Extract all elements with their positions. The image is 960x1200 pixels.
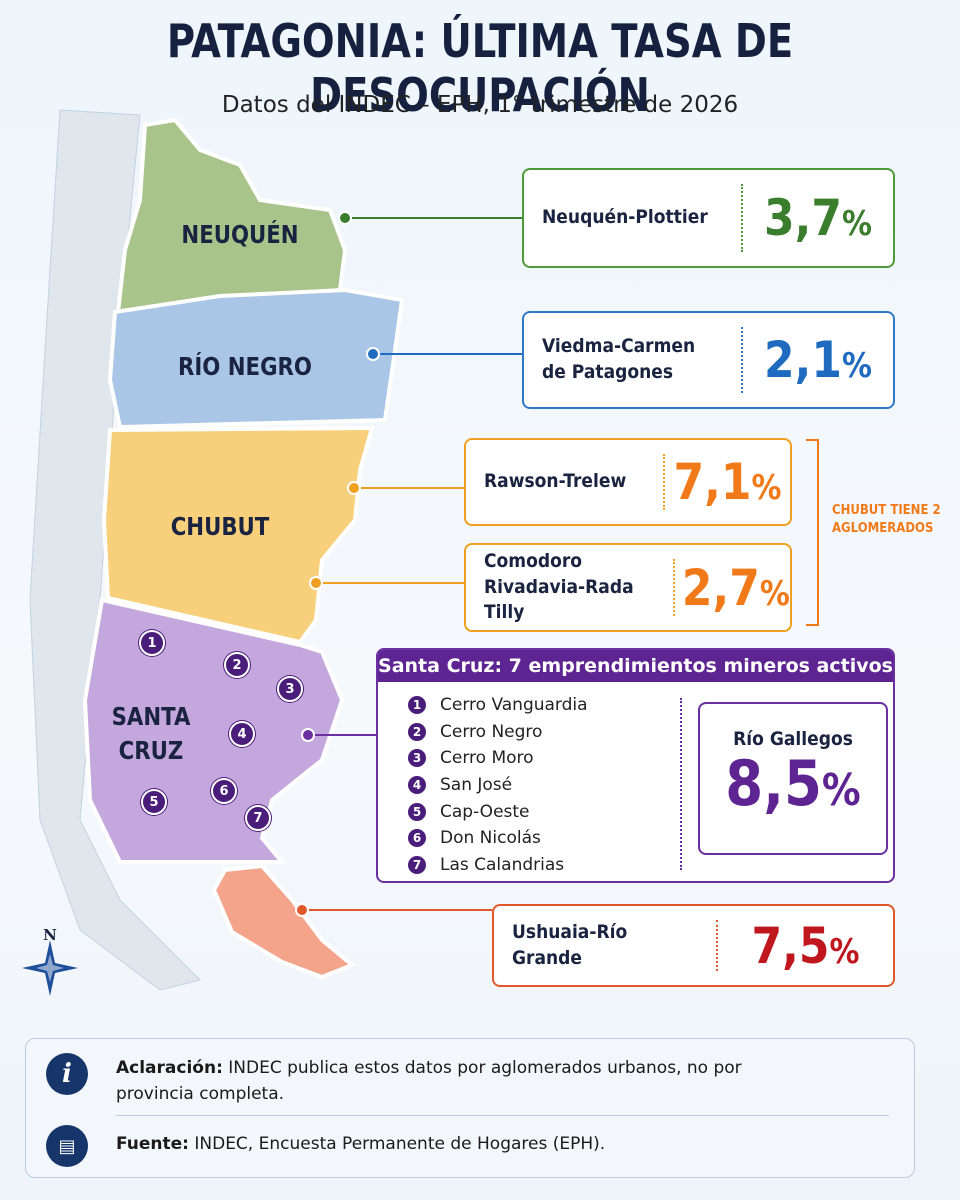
marker — [301, 728, 315, 742]
aglomerado-name: Viedma-Carmen de Patagones — [542, 335, 696, 383]
santa-cruz-heading: Santa Cruz: 7 emprendimientos mineros ac… — [378, 650, 893, 682]
mine-name: San José — [440, 775, 513, 796]
compass — [22, 940, 78, 996]
province-label: CHUBUT — [170, 512, 270, 541]
title: PATAGONIA: ÚLTIMA TASA DE DESOCUPACIÓN — [166, 14, 794, 122]
rate: 2,1 — [764, 331, 842, 389]
mine-marker: 5 — [141, 789, 167, 815]
mine-marker: 1 — [139, 630, 165, 656]
separator — [741, 327, 743, 393]
santa-cruz-card: Santa Cruz: 7 emprendimientos mineros ac… — [376, 648, 895, 883]
note-label: Fuente: — [116, 1134, 189, 1154]
note-label: Aclaración: — [116, 1058, 223, 1078]
mine-number: 1 — [408, 696, 426, 715]
note: Fuente: INDEC, Encuesta Permanente de Ho… — [116, 1131, 605, 1157]
mine-name: Cerro Negro — [440, 721, 543, 742]
province-tierra-del-fuego — [211, 863, 356, 980]
province-label: NEUQUÉN — [181, 220, 299, 249]
aglomerado-name: Neuquén-Plottier — [542, 206, 708, 229]
mine-marker: 2 — [224, 652, 250, 678]
rate-unit: % — [841, 204, 872, 244]
separator — [680, 698, 682, 870]
province-chubut — [101, 425, 375, 645]
separator — [741, 184, 743, 252]
province-label: SANTA CRUZ — [111, 702, 191, 765]
marker — [366, 347, 380, 361]
note-text: INDEC publica estos datos por aglomerado… — [116, 1058, 742, 1105]
rio-gallegos-card: Río Gallegos 8,5% — [698, 702, 888, 855]
province-rio-negro — [107, 287, 405, 430]
mine-name: Cerro Moro — [440, 748, 534, 769]
mine-number: 7 — [408, 855, 426, 874]
aglomerado-card: Neuquén-Plottier 3,7% — [522, 168, 895, 268]
rate-unit: % — [829, 931, 860, 972]
subtitle: Datos del INDEC – EPH, 1° trimestre de 2… — [221, 92, 739, 118]
separator — [673, 559, 675, 616]
mine-name: Las Calandrias — [440, 854, 565, 875]
rate-unit: % — [759, 573, 790, 614]
info-icon: i — [46, 1053, 88, 1095]
aglomerado-card: Viedma-Carmen de Patagones 2,1% — [522, 311, 895, 409]
aglomerado-card: Rawson-Trelew 7,1% — [464, 438, 792, 526]
aglomerado-card: Comodoro Rivadavia-Rada Tilly 2,7% — [464, 543, 792, 632]
rate: 7,1 — [673, 453, 752, 511]
mine-list: 1 Cerro Vanguardia 2 Cerro Negro 3 Cerro Mo… — [408, 692, 588, 878]
separator — [716, 920, 718, 971]
mine-marker: 4 — [229, 721, 255, 747]
rate: 2,7 — [681, 558, 760, 617]
marker — [338, 211, 352, 225]
notes: i Aclaración: INDEC publica estos datos … — [25, 1038, 915, 1178]
rate-unit: % — [841, 346, 872, 386]
chubut-note: CHUBUT TIENE 2 AGLOMERADOS — [832, 503, 941, 537]
aglomerado-name: Río Gallegos — [733, 728, 853, 750]
compass-label: N — [43, 926, 57, 944]
mine-marker: 6 — [211, 778, 237, 804]
rate: 8,5 — [725, 747, 822, 820]
mine-marker: 7 — [245, 805, 271, 831]
aglomerado-name: Comodoro Rivadavia-Rada Tilly — [484, 550, 634, 624]
mine-name: Cerro Vanguardia — [440, 695, 588, 716]
note: Aclaración: INDEC publica estos datos po… — [116, 1055, 756, 1108]
marker — [309, 576, 323, 590]
province-label: RÍO NEGRO — [178, 352, 312, 381]
divider — [116, 1115, 889, 1116]
mine-number: 2 — [408, 722, 426, 741]
aglomerado-card: Ushuaia-Río Grande 7,5% — [492, 904, 895, 987]
note-text: INDEC, Encuesta Permanente de Hogares (E… — [194, 1134, 606, 1154]
mine-number: 4 — [408, 776, 426, 795]
mine-number: 5 — [408, 802, 426, 821]
marker — [347, 481, 361, 495]
rate-unit: % — [751, 468, 782, 508]
rate: 3,7 — [764, 189, 842, 247]
mine-name: Don Nicolás — [440, 828, 541, 849]
aglomerado-name: Ushuaia-Río Grande — [512, 920, 628, 969]
aglomerado-name: Rawson-Trelew — [484, 470, 627, 493]
mine-name: Cap-Oeste — [440, 801, 530, 822]
doc-icon: ▤ — [46, 1125, 88, 1167]
mine-number: 6 — [408, 829, 426, 848]
bracket — [806, 439, 819, 626]
separator — [663, 454, 665, 510]
mine-marker: 3 — [277, 676, 303, 702]
rate-unit: % — [821, 765, 861, 816]
marker — [295, 903, 309, 917]
rate: 7,5 — [751, 916, 830, 975]
mine-number: 3 — [408, 749, 426, 768]
province-neuquen — [115, 117, 348, 315]
